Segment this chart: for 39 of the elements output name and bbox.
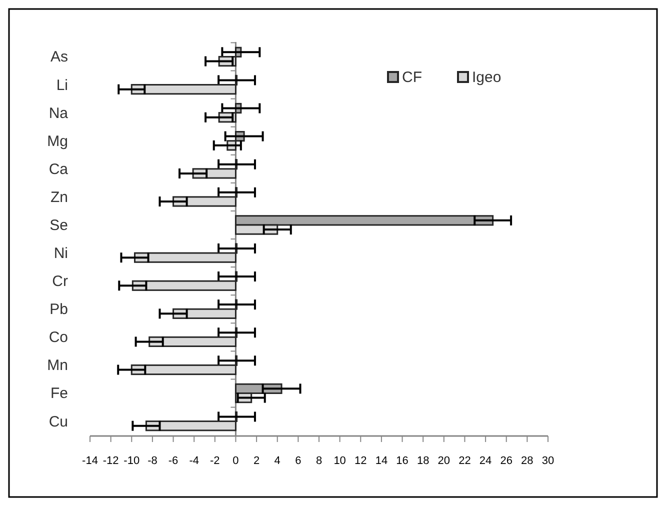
- y-tick-label: Cr: [52, 273, 68, 290]
- y-tick-label: Mn: [47, 357, 68, 374]
- x-tick-label: 28: [521, 455, 534, 467]
- x-tick-label: 6: [295, 455, 302, 467]
- x-tick-label: 30: [542, 455, 554, 467]
- legend-label: Igeo: [472, 69, 502, 86]
- x-tick-label: 8: [316, 455, 322, 467]
- x-tick-label: 24: [479, 455, 492, 467]
- x-tick-label: 26: [500, 455, 512, 467]
- y-tick-label: Co: [48, 329, 68, 346]
- x-tick-label: -10: [124, 455, 140, 467]
- y-tick-label: Se: [50, 216, 68, 234]
- x-tick-label: 0: [232, 455, 239, 467]
- x-tick-label: 22: [458, 455, 471, 467]
- x-tick-label: 2: [253, 455, 260, 467]
- x-tick-label: 14: [375, 455, 388, 467]
- x-tick-label: 12: [354, 455, 367, 467]
- x-tick-label: -12: [102, 455, 119, 467]
- x-tick-label: -8: [148, 455, 158, 467]
- x-tick-label: -2: [210, 455, 220, 467]
- x-tick-label: 16: [396, 455, 408, 467]
- y-tick-label: Zn: [50, 188, 68, 206]
- x-tick-label: 20: [438, 455, 450, 467]
- legend-label: CF: [402, 69, 422, 86]
- x-tick-label: 4: [274, 455, 280, 467]
- y-tick-label: Li: [56, 76, 68, 94]
- y-tick-label: Ni: [54, 245, 68, 262]
- y-tick-label: Mg: [47, 132, 68, 150]
- y-tick-label: As: [50, 48, 68, 66]
- y-tick-label: Fe: [50, 385, 68, 402]
- x-tick-label: -4: [189, 455, 199, 467]
- x-tick-label: 18: [416, 455, 430, 467]
- x-tick-label: 10: [334, 455, 346, 467]
- x-tick-label: -6: [168, 455, 178, 467]
- x-tick-label: -14: [82, 455, 98, 467]
- y-tick-label: Cu: [48, 413, 68, 430]
- y-tick-label: Pb: [50, 301, 68, 318]
- y-tick-label: Na: [48, 104, 69, 122]
- y-tick-label: Ca: [48, 160, 69, 178]
